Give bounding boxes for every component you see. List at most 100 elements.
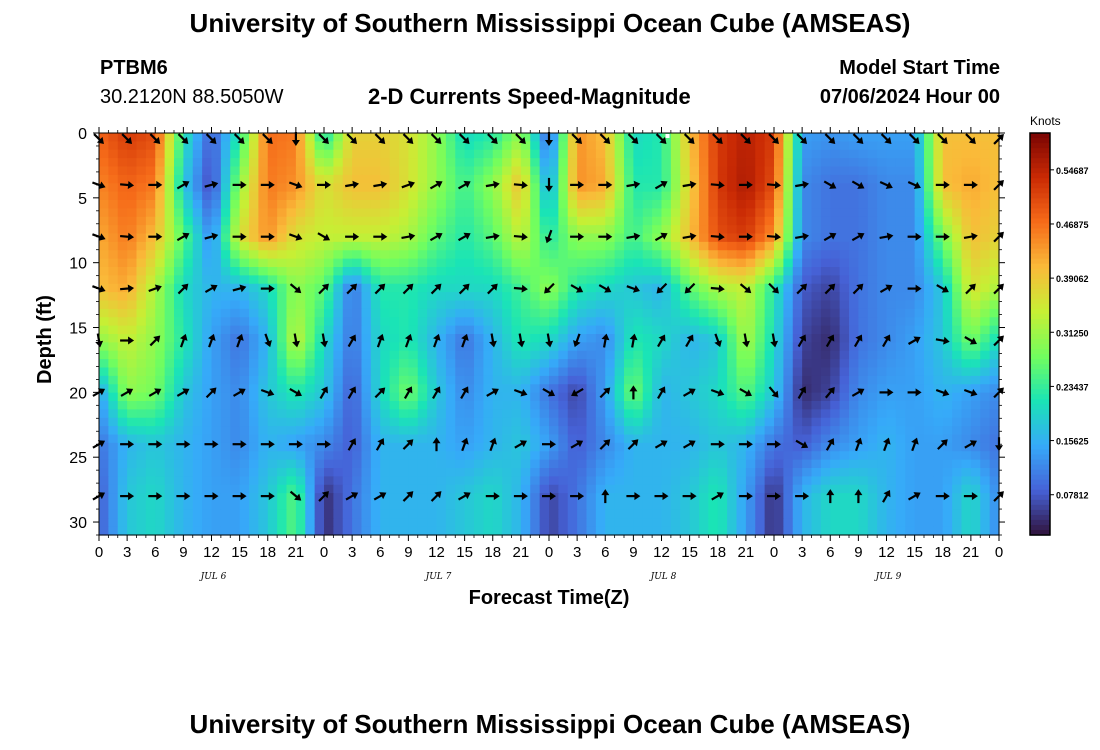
heatmap-cell bbox=[183, 459, 194, 469]
heatmap-cell bbox=[689, 426, 700, 436]
heatmap-cell bbox=[324, 225, 334, 235]
heatmap-cell bbox=[333, 526, 344, 536]
heatmap-cell bbox=[577, 300, 588, 310]
heatmap-cell bbox=[661, 509, 672, 519]
heatmap-cell bbox=[492, 200, 503, 209]
heatmap-cell bbox=[549, 191, 559, 201]
heatmap-cell bbox=[792, 216, 803, 226]
heatmap-cell bbox=[708, 468, 719, 477]
heatmap-cell bbox=[745, 216, 756, 226]
heatmap-cell bbox=[474, 183, 484, 193]
heatmap-cell bbox=[914, 384, 925, 394]
heatmap-cell bbox=[895, 258, 906, 268]
heatmap-cell bbox=[661, 401, 672, 410]
heatmap-cell bbox=[324, 409, 334, 419]
heatmap-cell bbox=[980, 417, 991, 427]
heatmap-cell bbox=[136, 401, 147, 410]
heatmap-cell bbox=[530, 451, 541, 461]
heatmap-cell bbox=[258, 459, 269, 469]
heatmap-cell bbox=[455, 283, 466, 293]
heatmap-cell bbox=[877, 283, 888, 293]
heatmap-cell bbox=[858, 409, 869, 419]
heatmap-cell bbox=[164, 484, 175, 494]
heatmap-cell bbox=[680, 191, 691, 201]
heatmap-cell bbox=[155, 350, 166, 360]
heatmap-cell bbox=[277, 392, 288, 402]
heatmap-cell bbox=[549, 451, 559, 461]
heatmap-cell bbox=[324, 359, 334, 369]
heatmap-cell bbox=[774, 283, 784, 293]
heatmap-cell bbox=[305, 426, 316, 436]
heatmap-cell bbox=[858, 426, 869, 436]
heatmap-cell bbox=[567, 166, 578, 176]
heatmap-cell bbox=[905, 275, 916, 285]
heatmap-cell bbox=[745, 401, 756, 410]
heatmap-cell bbox=[764, 216, 775, 226]
heatmap-cell bbox=[464, 141, 475, 151]
heatmap-cell bbox=[211, 451, 222, 461]
heatmap-cell bbox=[136, 216, 147, 226]
heatmap-cell bbox=[436, 233, 447, 243]
heatmap-cell bbox=[905, 434, 916, 444]
heatmap-cell bbox=[895, 409, 906, 419]
heatmap-cell bbox=[877, 468, 888, 477]
heatmap-cell bbox=[230, 384, 241, 394]
heatmap-cell bbox=[989, 241, 1000, 251]
heatmap-cell bbox=[717, 208, 728, 218]
heatmap-cell bbox=[183, 241, 194, 251]
heatmap-cell bbox=[858, 518, 869, 528]
heatmap-cell bbox=[577, 434, 588, 444]
heatmap-cell bbox=[614, 267, 625, 276]
heatmap-cell bbox=[249, 526, 259, 536]
heatmap-cell bbox=[839, 350, 850, 360]
heatmap-cell bbox=[755, 392, 766, 402]
heatmap-cell bbox=[624, 300, 634, 310]
heatmap-cell bbox=[220, 158, 231, 168]
heatmap-cell bbox=[530, 334, 541, 343]
current-arrow bbox=[657, 334, 666, 348]
current-arrow bbox=[739, 283, 752, 294]
current-arrow bbox=[795, 180, 809, 189]
current-arrow bbox=[937, 133, 948, 144]
heatmap-cell bbox=[539, 166, 550, 176]
heatmap-cell bbox=[249, 476, 259, 486]
heatmap-cell bbox=[455, 476, 466, 486]
heatmap-cell bbox=[445, 367, 456, 377]
heatmap-cell bbox=[277, 367, 288, 377]
heatmap-cell bbox=[99, 208, 109, 218]
heatmap-cell bbox=[924, 334, 934, 343]
heatmap-cell bbox=[717, 367, 728, 377]
current-arrow bbox=[232, 180, 247, 189]
heatmap-cell bbox=[595, 133, 606, 142]
heatmap-cell bbox=[230, 501, 241, 511]
heatmap-cell bbox=[549, 468, 559, 477]
heatmap-cell bbox=[295, 468, 306, 477]
heatmap-cell bbox=[117, 451, 128, 461]
heatmap-cell bbox=[577, 149, 588, 159]
heatmap-cell bbox=[314, 468, 325, 477]
heatmap-cell bbox=[539, 334, 550, 343]
heatmap-cell bbox=[333, 401, 344, 410]
heatmap-cell bbox=[511, 501, 522, 511]
heatmap-cell bbox=[764, 317, 775, 327]
heatmap-cell bbox=[249, 292, 259, 302]
heatmap-cell bbox=[680, 434, 691, 444]
heatmap-cell bbox=[408, 325, 419, 335]
heatmap-cell bbox=[539, 258, 550, 268]
heatmap-cell bbox=[380, 258, 391, 268]
heatmap-cell bbox=[980, 375, 991, 385]
heatmap-cell bbox=[717, 476, 728, 486]
heatmap-cell bbox=[145, 258, 156, 268]
heatmap-cell bbox=[277, 468, 288, 477]
heatmap-cell bbox=[380, 208, 391, 218]
heatmap-cell bbox=[699, 250, 709, 260]
heatmap-cell bbox=[970, 149, 981, 159]
heatmap-cell bbox=[680, 392, 691, 402]
heatmap-cell bbox=[267, 225, 278, 235]
heatmap-cell bbox=[905, 342, 916, 352]
heatmap-cell bbox=[811, 526, 822, 536]
current-arrow bbox=[738, 492, 753, 501]
heatmap-cell bbox=[727, 325, 738, 335]
heatmap-cell bbox=[314, 426, 325, 436]
heatmap-cell bbox=[352, 526, 363, 536]
